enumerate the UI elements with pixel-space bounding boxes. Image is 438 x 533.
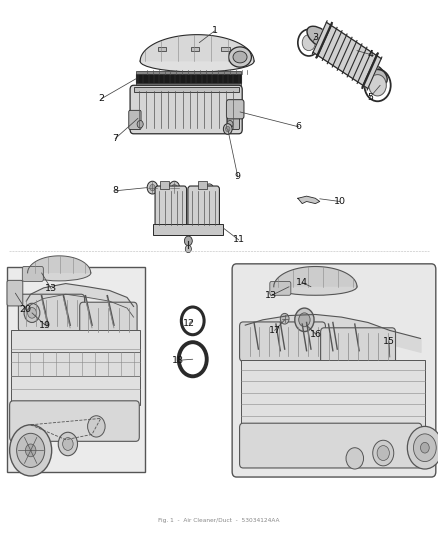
Circle shape [413, 434, 436, 462]
FancyBboxPatch shape [7, 280, 23, 306]
Circle shape [407, 426, 438, 469]
Text: 3: 3 [312, 33, 318, 42]
Ellipse shape [140, 51, 254, 72]
Circle shape [226, 126, 230, 132]
Text: 13: 13 [265, 292, 277, 300]
Text: 2: 2 [99, 94, 105, 103]
Bar [11, 330, 140, 405]
Bar [160, 181, 169, 189]
Polygon shape [28, 256, 91, 273]
Text: 19: 19 [39, 321, 51, 329]
Circle shape [63, 438, 73, 450]
Bar [191, 47, 199, 51]
Circle shape [25, 444, 36, 457]
Circle shape [137, 120, 143, 128]
Ellipse shape [233, 51, 247, 63]
Text: 20: 20 [19, 305, 32, 313]
FancyBboxPatch shape [240, 322, 325, 361]
Ellipse shape [229, 47, 251, 67]
Bar [158, 47, 166, 51]
Circle shape [147, 181, 158, 194]
Circle shape [373, 440, 394, 466]
FancyBboxPatch shape [130, 85, 242, 134]
Text: 16: 16 [310, 330, 322, 338]
FancyBboxPatch shape [22, 266, 43, 281]
FancyBboxPatch shape [10, 401, 139, 441]
Text: 4: 4 [367, 50, 373, 59]
Bar [221, 47, 230, 51]
Bar [136, 74, 241, 83]
FancyBboxPatch shape [227, 110, 240, 130]
Circle shape [169, 181, 180, 194]
Text: 1: 1 [212, 27, 218, 35]
Bar [198, 181, 207, 189]
Text: 13: 13 [45, 285, 57, 293]
Ellipse shape [274, 278, 357, 295]
Polygon shape [140, 35, 254, 61]
Text: 17: 17 [268, 326, 281, 335]
Text: 11: 11 [233, 236, 245, 244]
Text: 6: 6 [296, 123, 302, 131]
Text: 12: 12 [183, 319, 195, 328]
FancyBboxPatch shape [155, 186, 187, 230]
FancyBboxPatch shape [80, 302, 137, 337]
FancyBboxPatch shape [18, 294, 85, 332]
Text: 5: 5 [367, 93, 373, 101]
Circle shape [150, 184, 155, 191]
Text: 9: 9 [235, 173, 241, 181]
FancyBboxPatch shape [129, 110, 141, 130]
Circle shape [302, 35, 315, 51]
Ellipse shape [307, 26, 332, 49]
Bar [134, 87, 239, 92]
Bar [11, 352, 140, 376]
Circle shape [88, 416, 105, 437]
Circle shape [10, 425, 52, 476]
Circle shape [24, 303, 40, 322]
FancyBboxPatch shape [232, 264, 436, 477]
Circle shape [299, 313, 310, 327]
Circle shape [28, 308, 36, 318]
Text: 8: 8 [112, 187, 118, 195]
FancyBboxPatch shape [188, 186, 219, 230]
Circle shape [227, 120, 233, 128]
Circle shape [184, 236, 192, 246]
Circle shape [207, 187, 212, 192]
Text: 10: 10 [334, 197, 346, 206]
Circle shape [280, 313, 289, 324]
Circle shape [17, 433, 45, 467]
Circle shape [205, 184, 214, 195]
Polygon shape [298, 196, 320, 204]
Polygon shape [274, 266, 357, 287]
Bar [136, 71, 241, 74]
Circle shape [295, 308, 314, 332]
FancyBboxPatch shape [321, 328, 396, 366]
Text: 14: 14 [296, 278, 308, 287]
Circle shape [223, 124, 232, 134]
Circle shape [420, 442, 429, 453]
Circle shape [172, 184, 177, 191]
Circle shape [346, 448, 364, 469]
Text: 18: 18 [172, 356, 184, 365]
Bar [241, 360, 425, 426]
FancyBboxPatch shape [226, 100, 244, 119]
Circle shape [377, 446, 389, 461]
FancyBboxPatch shape [240, 423, 422, 468]
Text: 15: 15 [383, 337, 395, 345]
Circle shape [58, 432, 78, 456]
Circle shape [185, 245, 191, 253]
Polygon shape [313, 22, 381, 88]
Bar [136, 83, 241, 86]
Ellipse shape [27, 265, 91, 281]
Text: 7: 7 [112, 134, 118, 143]
FancyBboxPatch shape [270, 281, 291, 295]
Ellipse shape [362, 62, 387, 85]
Circle shape [369, 75, 386, 96]
Bar [153, 224, 223, 235]
Polygon shape [7, 266, 145, 472]
Text: Fig. 1  -  Air Cleaner/Duct  -  53034124AA: Fig. 1 - Air Cleaner/Duct - 53034124AA [158, 519, 280, 523]
